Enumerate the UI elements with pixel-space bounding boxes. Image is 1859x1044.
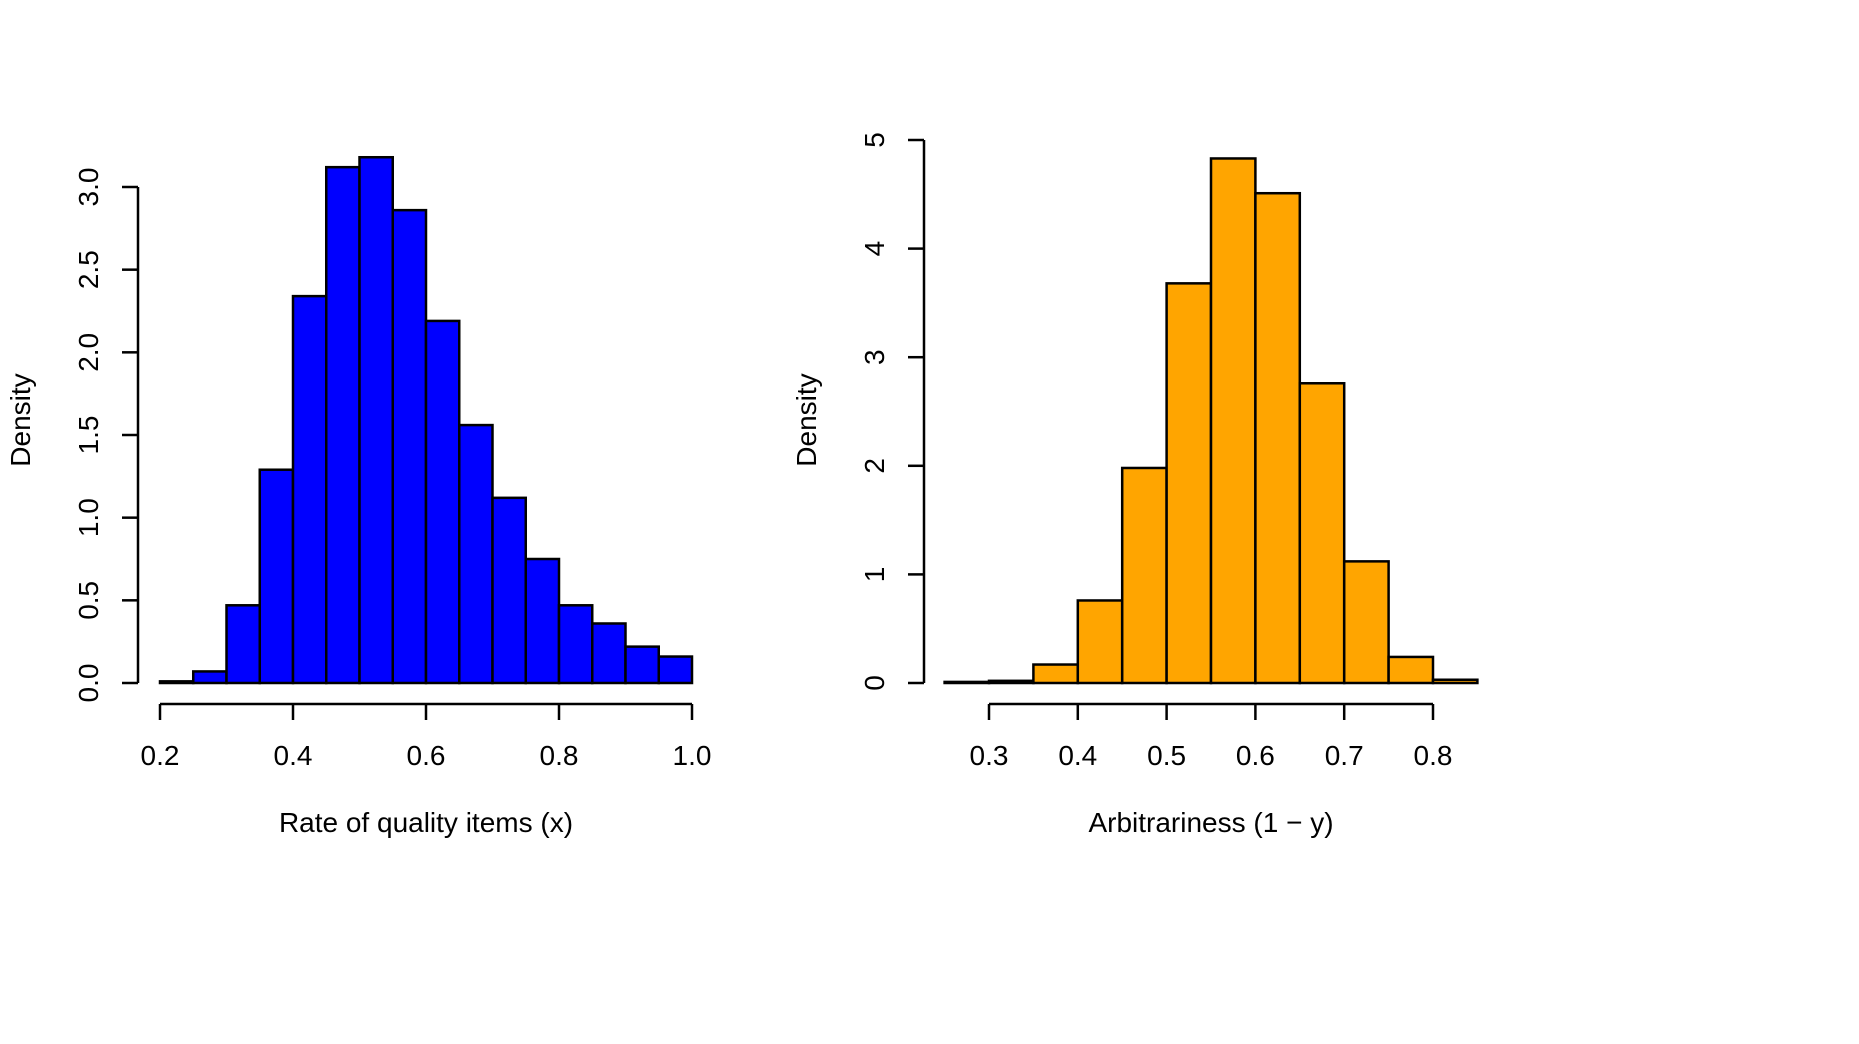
y-tick-label: 1.0	[73, 498, 104, 537]
x-tick-label: 0.8	[540, 740, 579, 771]
histogram-bar	[1298, 382, 1346, 685]
histogram-bar	[524, 557, 561, 685]
histogram-bar	[1387, 655, 1435, 685]
histogram-bar	[657, 655, 694, 685]
histogram-bar	[557, 604, 594, 685]
histogram-bar	[1076, 599, 1124, 685]
histogram-bar	[987, 679, 1035, 685]
y-tick-label: 1	[859, 567, 890, 583]
x-tick-label: 0.3	[970, 740, 1009, 771]
histogram-bar	[158, 680, 195, 685]
y-axis-label: Density	[5, 373, 36, 466]
histogram-bar	[624, 645, 660, 685]
histogram-bar	[391, 208, 428, 685]
y-tick-label: 2.5	[73, 250, 104, 289]
histogram-bar	[591, 622, 627, 685]
histogram-bar	[458, 423, 494, 685]
histogram-bar	[1209, 157, 1257, 685]
y-tick-label: 3.0	[73, 168, 104, 207]
y-tick-label: 0	[859, 675, 890, 691]
histogram-bar	[424, 319, 461, 685]
histogram-bar	[192, 670, 228, 685]
y-axis: 0.0 0.5 1.0 1.5 2.0 2.5 3.0	[73, 168, 140, 703]
y-tick-label: 0.0	[73, 664, 104, 703]
y-tick-label: 0.5	[73, 581, 104, 620]
histogram-bar	[291, 294, 328, 685]
histogram-bar	[258, 468, 295, 685]
y-tick-label: 5	[859, 132, 890, 148]
y-tick-label: 3	[859, 349, 890, 365]
x-tick-label: 1.0	[673, 740, 712, 771]
x-tick-label: 0.5	[1147, 740, 1186, 771]
x-tick-label: 0.6	[407, 740, 446, 771]
histogram-bar	[225, 604, 261, 685]
histogram-bar	[943, 680, 991, 685]
x-tick-label: 0.4	[274, 740, 313, 771]
y-axis-label: Density	[791, 373, 822, 466]
arbitrariness-histogram: 0.3 0.4 0.5 0.6 0.7 0.8 0 1 2 3 4 5 Arbitrariness …	[791, 132, 1479, 838]
y-tick-label: 2	[859, 458, 890, 474]
y-tick-label: 4	[859, 241, 890, 257]
x-tick-label: 0.7	[1325, 740, 1364, 771]
histogram-bar	[358, 155, 394, 685]
y-axis: 0 1 2 3 4 5	[859, 132, 926, 691]
x-tick-label: 0.8	[1414, 740, 1453, 771]
x-tick-label: 0.2	[141, 740, 180, 771]
x-axis-label: Rate of quality items (x)	[279, 807, 573, 838]
histogram-bar	[1032, 663, 1080, 685]
x-tick-label: 0.4	[1058, 740, 1097, 771]
x-axis: 0.2 0.4 0.6 0.8 1.0	[141, 702, 712, 771]
histogram-bar	[1254, 191, 1302, 685]
histogram-bar	[1431, 678, 1479, 685]
x-axis: 0.3 0.4 0.5 0.6 0.7 0.8	[970, 702, 1453, 771]
x-tick-label: 0.6	[1236, 740, 1275, 771]
y-tick-label: 1.5	[73, 416, 104, 455]
histogram-bar	[325, 165, 361, 685]
histogram-bar	[491, 496, 527, 685]
histogram-bar	[1165, 282, 1213, 685]
y-tick-label: 2.0	[73, 333, 104, 372]
histogram-bar	[1342, 560, 1390, 685]
x-axis-label: Arbitrariness (1 − y)	[1088, 807, 1333, 838]
quality-rate-histogram: 0.2 0.4 0.6 0.8 1.0 0.0 0.5 1.0 1.5 2.0 2.5 3.0 Ra…	[5, 155, 712, 838]
histogram-bar	[1120, 466, 1168, 685]
